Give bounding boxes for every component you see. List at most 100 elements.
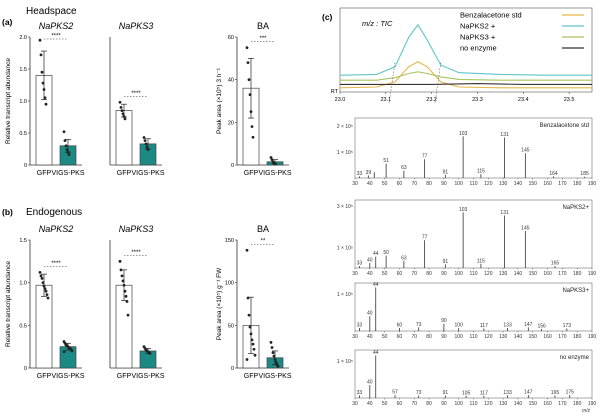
spectrum-peak-label: 51 bbox=[383, 158, 389, 164]
spectrum-peak-label: 105 bbox=[462, 390, 471, 396]
spectrum-x-tick-label: 100 bbox=[455, 181, 464, 187]
data-point bbox=[251, 342, 255, 346]
spectrum-x-tick-label: 190 bbox=[588, 181, 597, 187]
spectrum-x-tick-label: 90 bbox=[441, 271, 447, 277]
data-point bbox=[120, 274, 124, 278]
data-point bbox=[143, 139, 147, 143]
spectrum-y-tick-label: 1 × 10⁵ bbox=[337, 292, 353, 298]
spectrum-y-tick-label: 1 × 10⁵ bbox=[337, 150, 353, 156]
tic-x-label: RT bbox=[331, 89, 339, 95]
spectrum-peak-label: 145 bbox=[521, 225, 530, 231]
spectrum-x-tick-label: 130 bbox=[499, 401, 508, 407]
data-point bbox=[43, 96, 47, 100]
spectrum-x-tick-label: 180 bbox=[573, 334, 582, 340]
data-point bbox=[118, 259, 122, 263]
headspace-title: Headspace bbox=[26, 6, 77, 17]
spectrum-peak-label: 40 bbox=[367, 311, 373, 317]
spectrum-title: no enzyme bbox=[560, 355, 590, 361]
spectrum-x-tick-label: 110 bbox=[470, 334, 478, 340]
legend-label: NaPKS3 + bbox=[460, 33, 496, 42]
tic-frame bbox=[339, 7, 593, 93]
spectrum-x-tick-label: 150 bbox=[529, 271, 538, 277]
bar-chart-a-napks3: NaPKS3 GFP VIGS-PKS **** bbox=[109, 21, 165, 177]
spectrum-x-label: m/z bbox=[582, 408, 591, 414]
category-label: VIGS-PKS bbox=[258, 373, 291, 380]
spectrum-x-tick-label: 160 bbox=[543, 401, 552, 407]
spectrum-x-tick-label: 120 bbox=[484, 271, 493, 277]
data-point bbox=[123, 289, 127, 293]
spectrum-peak-label: 90 bbox=[441, 318, 447, 324]
spectrum-x-tick-label: 140 bbox=[514, 334, 523, 340]
data-point bbox=[122, 283, 126, 287]
spectrum-peak-label: 39 bbox=[366, 170, 372, 176]
spectrum-x-tick-label: 150 bbox=[529, 401, 538, 407]
data-point bbox=[63, 139, 67, 143]
spectrum-frame bbox=[354, 199, 593, 269]
legend-label: no enzyme bbox=[460, 44, 497, 53]
spectrum-peak-label: 33 bbox=[357, 390, 363, 396]
data-point bbox=[247, 313, 251, 317]
bar-chart-a-ba: 0 20 40 60 BA Peak area (×10⁵) 3 h⁻¹ GFP VIGS-P… bbox=[216, 21, 292, 177]
data-point bbox=[253, 353, 257, 357]
spectrum-peak-label: 117 bbox=[480, 323, 488, 329]
bar-chart-a-napks2: 0 0.5 1.0 1.5 2.0 NaPKS2 Relative transcript a… bbox=[5, 21, 85, 177]
data-point bbox=[252, 347, 256, 351]
spectrum-y-tick-label: 2 × 10⁵ bbox=[337, 124, 353, 130]
data-point bbox=[145, 145, 149, 149]
spectrum-peak-label: 156 bbox=[537, 323, 546, 329]
spectrum-x-tick-label: 30 bbox=[352, 271, 358, 277]
spectrum-x-tick-label: 30 bbox=[352, 334, 358, 340]
rt-guide-line bbox=[434, 62, 442, 105]
bar-chart-b-napks2: 0 0.5 1.0 1.5 NaPKS2 Relative transcript abun… bbox=[5, 224, 85, 380]
spectrum-peak-label: 103 bbox=[459, 207, 468, 213]
spectrum-x-tick-label: 150 bbox=[529, 334, 538, 340]
data-point bbox=[251, 135, 255, 139]
spectrum-peak-label: 91 bbox=[443, 169, 449, 175]
spectrum-x-tick-label: 50 bbox=[382, 334, 388, 340]
tic-x-tick-label: 23.5 bbox=[564, 97, 575, 103]
category-label: GFP bbox=[244, 170, 259, 177]
data-point bbox=[249, 332, 253, 336]
data-point bbox=[44, 102, 48, 106]
spectrum-x-tick-label: 180 bbox=[573, 181, 582, 187]
y-tick-label: 0 bbox=[24, 366, 27, 372]
spectrum-y-tick-label: 1 × 10⁵ bbox=[337, 359, 353, 365]
tic-series-line bbox=[339, 61, 592, 89]
spectrum-peak-label: 33 bbox=[357, 260, 363, 266]
spectrum-x-tick-label: 110 bbox=[470, 271, 478, 277]
spectrum-peak-label: 33 bbox=[357, 323, 363, 329]
data-point bbox=[120, 109, 124, 112]
data-point bbox=[118, 100, 122, 104]
chart-title: NaPKS3 bbox=[119, 224, 154, 234]
spectrum-x-tick-label: 160 bbox=[543, 334, 552, 340]
data-point bbox=[146, 148, 150, 152]
spectrum-x-tick-label: 80 bbox=[426, 401, 432, 407]
category-label: VIGS-PKS bbox=[51, 170, 84, 177]
y-tick-label: 0 bbox=[231, 366, 234, 372]
spectrum-peak-label: 40 bbox=[367, 380, 373, 386]
significance-label: **** bbox=[131, 91, 141, 97]
category-label: GFP bbox=[37, 373, 52, 380]
spectrum-x-tick-label: 60 bbox=[397, 271, 403, 277]
chart-title: NaPKS3 bbox=[119, 21, 154, 31]
spectrum-peak-label: 175 bbox=[566, 390, 575, 396]
chart-title: NaPKS2 bbox=[39, 21, 74, 31]
tic-x-tick-label: 23.2 bbox=[426, 97, 437, 103]
spectrum-x-tick-label: 70 bbox=[411, 401, 417, 407]
spectrum-x-tick-label: 140 bbox=[514, 401, 523, 407]
category-label: VIGS-PKS bbox=[258, 170, 291, 177]
spectrum-y-tick-label: 1 × 10⁵ bbox=[337, 245, 353, 251]
spectrum-peak-label: 100 bbox=[455, 323, 464, 329]
spectrum-x-tick-label: 80 bbox=[426, 334, 432, 340]
data-point bbox=[246, 61, 250, 64]
spectrum-x-tick-label: 50 bbox=[382, 401, 388, 407]
spectrum-x-tick-label: 90 bbox=[441, 181, 447, 187]
rt-guide-line bbox=[388, 62, 396, 105]
spectrum-x-tick-label: 120 bbox=[484, 334, 493, 340]
panel-c-letter: (c) bbox=[322, 12, 333, 22]
significance-label: **** bbox=[51, 34, 61, 40]
data-point bbox=[125, 300, 129, 303]
spectrum-x-tick-label: 170 bbox=[558, 271, 567, 277]
spectrum-x-tick-label: 80 bbox=[426, 181, 432, 187]
data-point bbox=[124, 294, 128, 298]
